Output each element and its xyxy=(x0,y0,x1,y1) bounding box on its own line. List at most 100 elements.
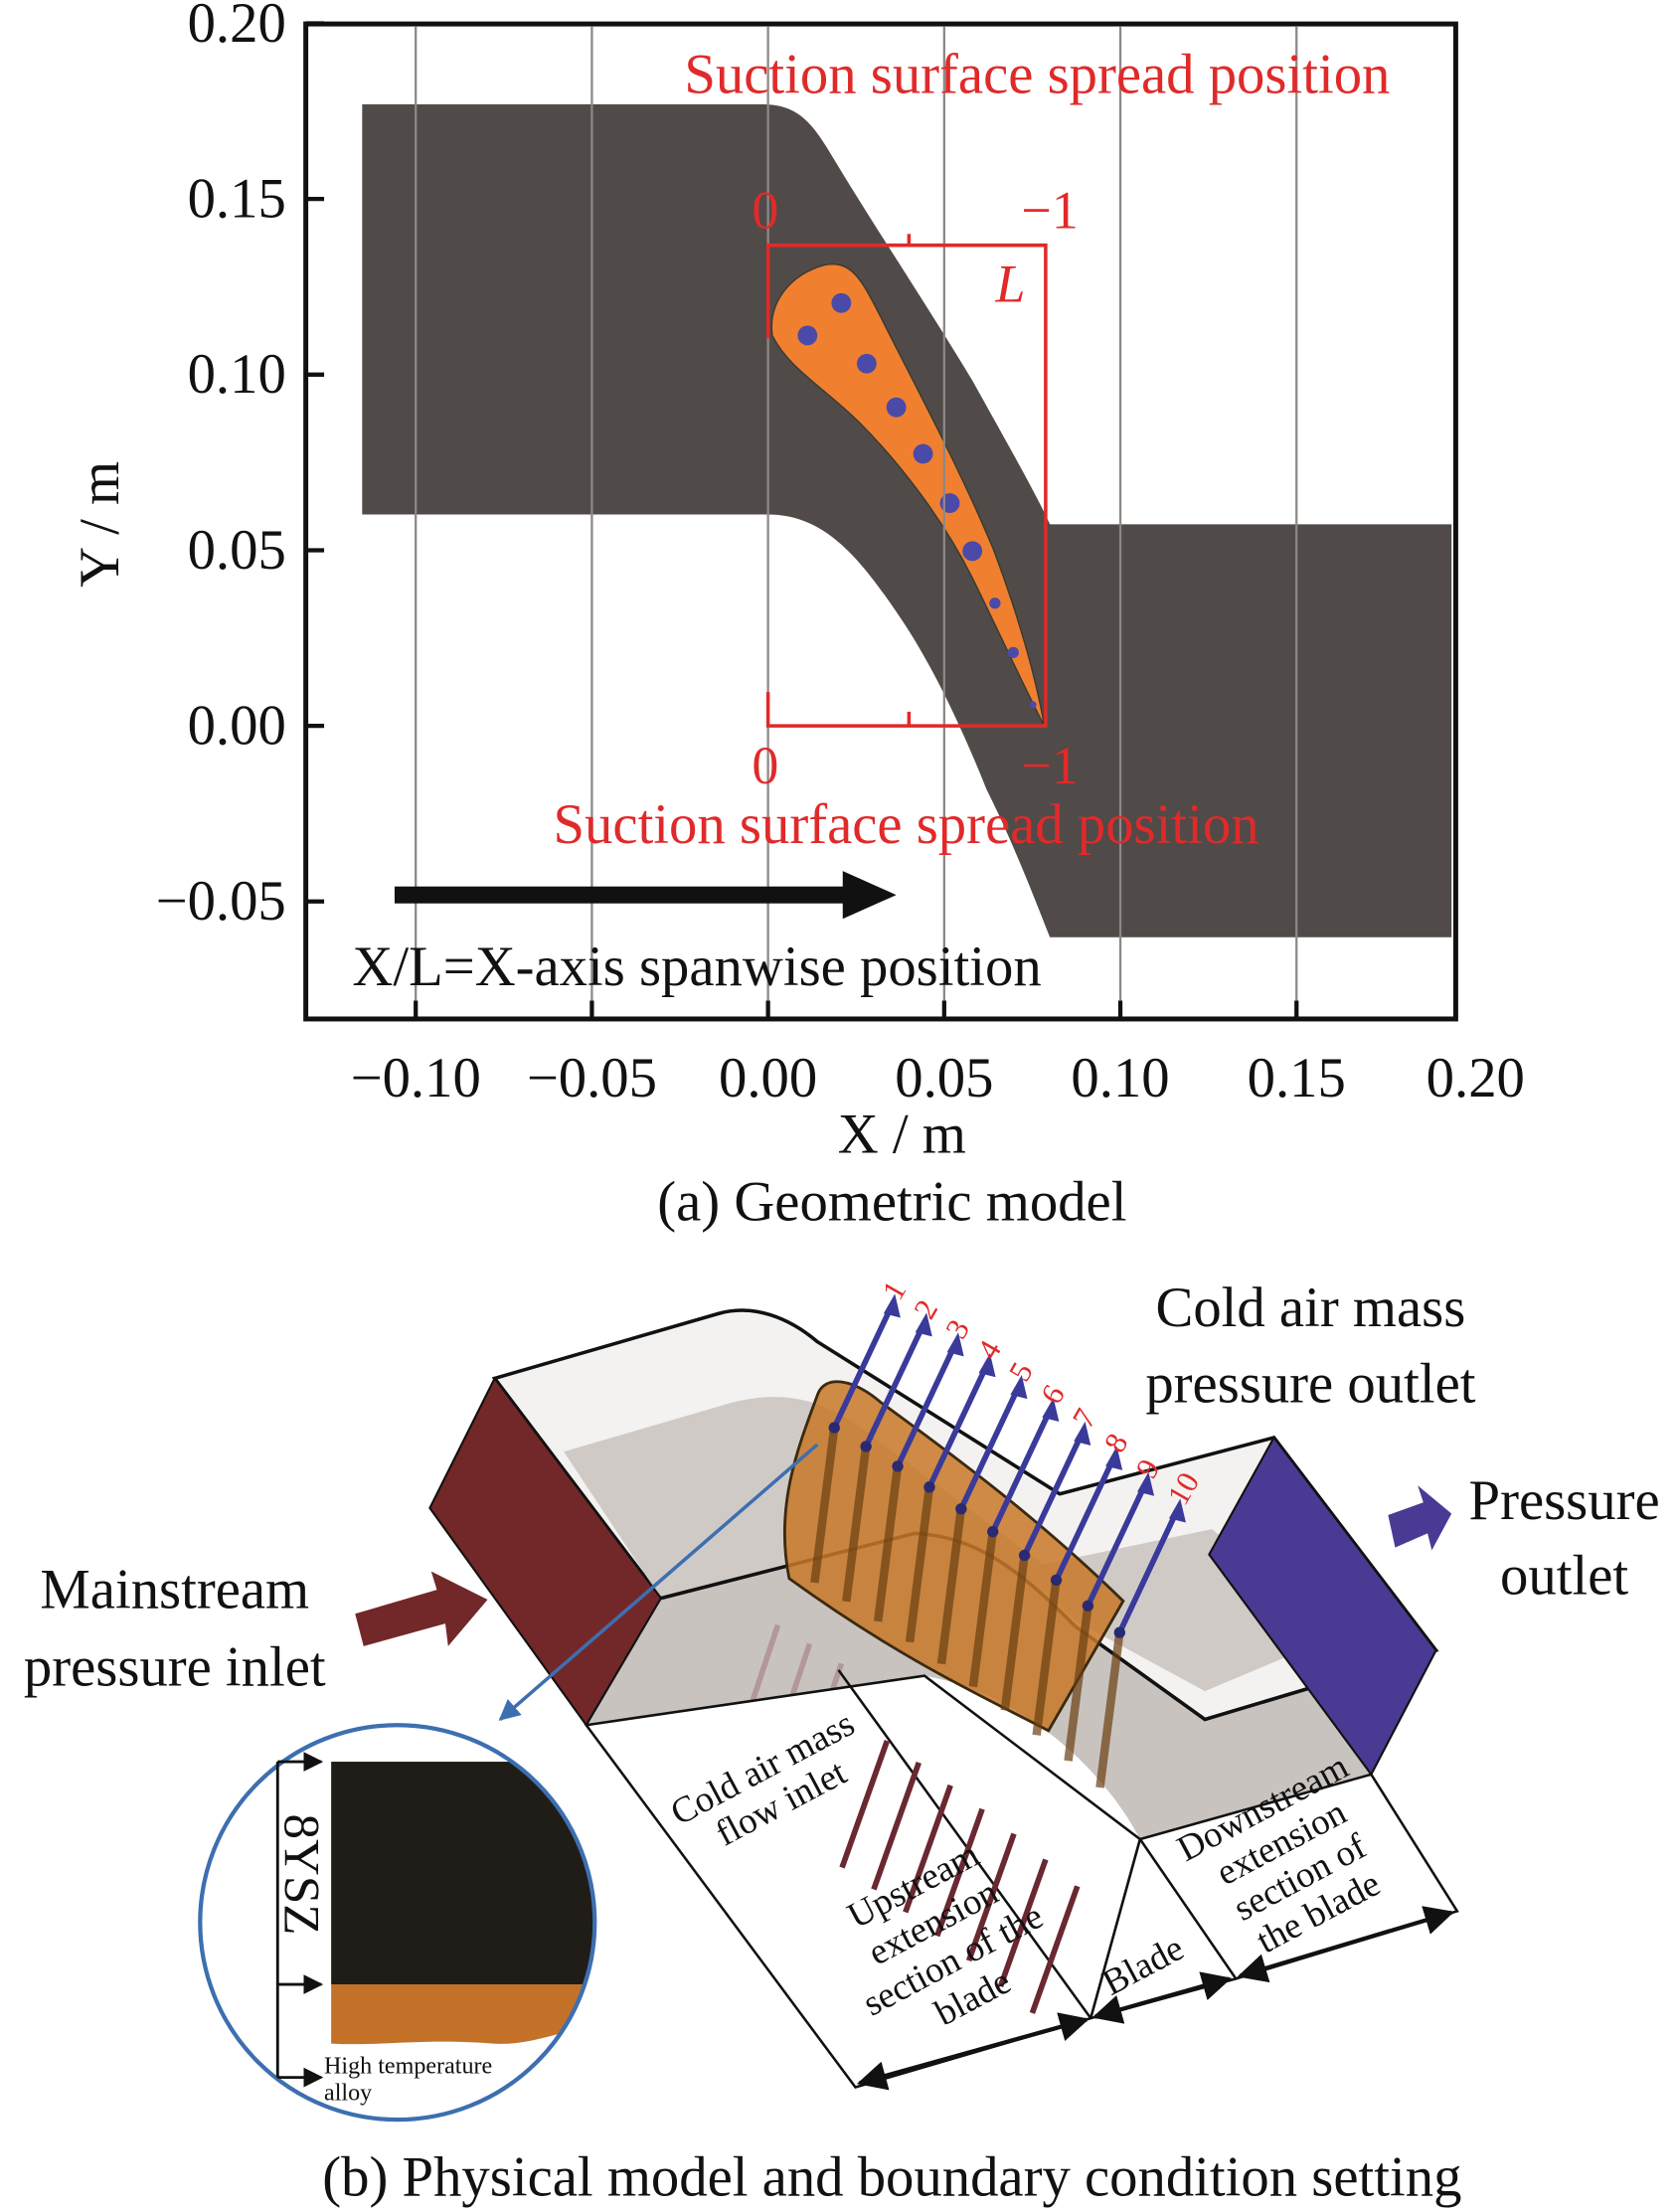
cooling-channel xyxy=(810,1427,839,1584)
cooling-hole xyxy=(989,597,1001,609)
bottom-scale-start: 0 xyxy=(752,736,778,795)
inlet-pipe xyxy=(903,1784,953,1914)
y-tick-label: 0.10 xyxy=(188,343,286,406)
y-tick-label: 0.00 xyxy=(188,695,286,758)
caption-a: (a) Geometric model xyxy=(657,1171,1126,1234)
cooling-hole xyxy=(962,541,983,562)
y-tick-label: 0.15 xyxy=(188,168,286,231)
coating-inset: 8YSZ High temperature alloy xyxy=(198,1723,597,2123)
outlet-arrow xyxy=(831,1306,894,1430)
caption-b: (b) Physical model and boundary conditio… xyxy=(322,2146,1461,2209)
cooling-hole xyxy=(856,353,877,374)
inlet-pipe xyxy=(1029,1885,1081,2014)
hole-outlet xyxy=(1113,1626,1125,1638)
x-tick-label: 0.10 xyxy=(1071,1047,1169,1109)
arrow-head-icon xyxy=(1074,1421,1091,1446)
chord-length-box xyxy=(765,234,1048,728)
x-tick-label: −0.10 xyxy=(351,1047,481,1109)
cooling-hole xyxy=(1029,701,1037,709)
cold-outlet-label-1: Cold air mass xyxy=(1156,1276,1466,1339)
gridlines xyxy=(415,26,1298,1017)
outlet-label-1: Pressure xyxy=(1469,1469,1660,1532)
hole-outlet xyxy=(955,1503,967,1515)
cold-outlet-label-2: pressure outlet xyxy=(1145,1353,1475,1416)
cooling-channel xyxy=(905,1486,934,1643)
x-tick-label: −0.05 xyxy=(527,1047,657,1109)
panel-a-geometric-model: −0.10 −0.05 0.00 0.05 0.10 0.15 0.20 0.20 0.15 0.… xyxy=(69,0,1525,1234)
inset-pointer xyxy=(498,1443,819,1721)
arrow-head-icon xyxy=(883,1293,901,1318)
outlet-arrow xyxy=(1053,1458,1115,1582)
top-scale-end: −1 xyxy=(1021,181,1078,241)
alloy-label-2: alloy xyxy=(324,2080,372,2106)
inlet-pipe xyxy=(839,1740,891,1869)
y-tick-label: −0.05 xyxy=(156,870,286,933)
inlet-pipe-faded xyxy=(747,1623,781,1711)
spanwise-note: X/L=X-axis spanwise position xyxy=(352,936,1041,998)
x-tick-label: 0.05 xyxy=(895,1047,993,1109)
cooling-channels xyxy=(810,1427,1124,1788)
y-tick-label: 0.20 xyxy=(188,0,286,55)
hole-outlet xyxy=(828,1422,840,1434)
outlet-label-2: outlet xyxy=(1500,1544,1628,1607)
outlet-arrow xyxy=(1022,1434,1084,1557)
hole-outlet xyxy=(892,1460,904,1472)
arrow-head-icon xyxy=(1105,1446,1123,1470)
inlet-pipe xyxy=(997,1858,1049,1987)
axis-ticks: −0.10 −0.05 0.00 0.05 0.10 0.15 0.20 0.20 0.15 0.… xyxy=(156,0,1525,1109)
y-tick-label: 0.05 xyxy=(188,519,286,582)
inlet-flow-arrow-icon xyxy=(355,1571,488,1646)
ysz-coating-layer xyxy=(331,1762,595,1985)
inlet-label-1: Mainstream xyxy=(40,1559,309,1621)
cooling-channel xyxy=(873,1465,903,1622)
alloy-layer xyxy=(331,1984,595,2045)
inlet-pipe xyxy=(934,1807,985,1938)
bottom-scale-end: −1 xyxy=(1021,736,1078,795)
x-axis-label: X / m xyxy=(838,1104,966,1166)
outlet-flow-arrow-icon xyxy=(1388,1485,1452,1551)
cooling-hole xyxy=(831,292,852,313)
outlet-arrow xyxy=(926,1366,989,1489)
flow-domain-shape xyxy=(362,103,1452,937)
arrow-head-icon xyxy=(915,1312,932,1337)
inlet-label-2: pressure inlet xyxy=(24,1636,326,1699)
hole-outlet xyxy=(1050,1574,1063,1587)
arrow-head-icon xyxy=(1168,1498,1186,1523)
cooling-hole xyxy=(939,493,960,514)
outlet-arrow xyxy=(958,1388,1021,1510)
outlet-arrow xyxy=(1116,1511,1179,1634)
inlet-pipes-front xyxy=(839,1740,1081,2014)
cooling-hole xyxy=(797,325,818,346)
x-tick-label: 0.00 xyxy=(719,1047,817,1109)
hole-outlet xyxy=(860,1441,872,1452)
arrow-head-icon xyxy=(978,1353,996,1378)
inlet-pipe xyxy=(965,1832,1017,1962)
chord-length-label: L xyxy=(994,254,1025,313)
plot-frame xyxy=(303,21,1458,1022)
blade-profile xyxy=(770,262,1046,727)
cooling-channel xyxy=(936,1508,966,1665)
arrow-head-icon xyxy=(946,1332,964,1357)
cooling-channel xyxy=(1032,1579,1061,1736)
cooling-hole xyxy=(1007,646,1019,659)
hole-outlet xyxy=(1082,1600,1094,1612)
x-tick-label: 0.20 xyxy=(1426,1047,1525,1109)
hole-outlet xyxy=(1018,1549,1031,1562)
y-axis-label: Y / m xyxy=(69,461,131,588)
coating-label: 8YSZ xyxy=(272,1814,328,1936)
bottom-annotation: Suction surface spread position xyxy=(554,793,1259,856)
cooling-holes xyxy=(797,292,1037,709)
outlet-arrow xyxy=(1085,1484,1147,1608)
cooling-channel xyxy=(842,1446,871,1603)
cooling-channel xyxy=(1064,1605,1092,1762)
x-tick-label: 0.15 xyxy=(1248,1047,1346,1109)
alloy-label-1: High temperature xyxy=(324,2053,492,2079)
cooling-channel xyxy=(1095,1631,1124,1788)
hole-outlet xyxy=(923,1481,935,1493)
spanwise-arrow-icon xyxy=(394,871,897,920)
inner-floor xyxy=(564,1397,1339,1692)
outlet-arrow xyxy=(990,1410,1053,1533)
